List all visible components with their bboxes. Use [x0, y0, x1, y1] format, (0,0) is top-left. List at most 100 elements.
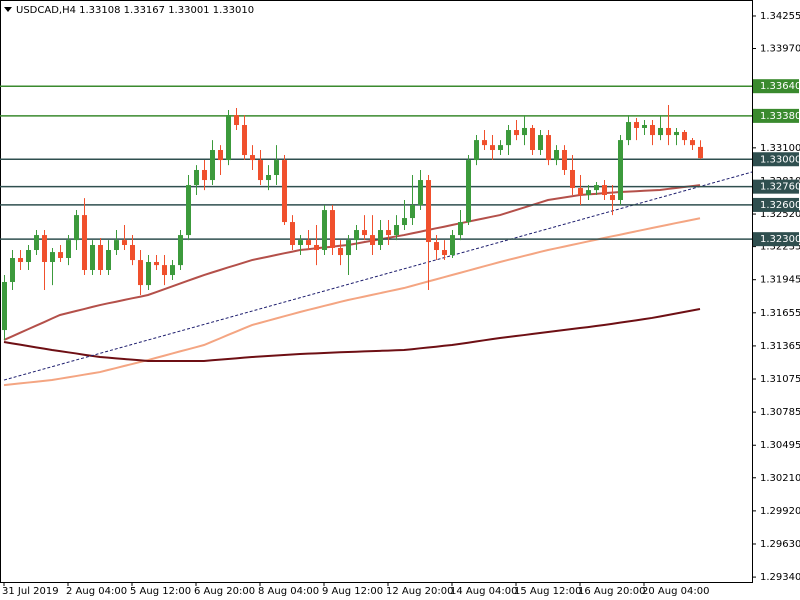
candle-body	[82, 215, 87, 270]
candle-body	[458, 222, 463, 236]
candle-body	[370, 235, 375, 245]
candle-body	[50, 252, 55, 263]
candle-body	[114, 240, 119, 251]
candle-body	[234, 115, 239, 126]
candle-body	[242, 125, 247, 156]
candle-body	[250, 155, 255, 161]
candle-body	[258, 160, 263, 181]
candle-body	[498, 145, 503, 151]
level-label-box	[753, 232, 799, 247]
candle-body	[522, 127, 527, 136]
x-tick-label: 16 Aug 20:00	[578, 586, 645, 597]
x-tick-label: 15 Aug 12:00	[514, 586, 581, 597]
level-label: 1.32760	[760, 182, 800, 193]
candle-body	[634, 122, 639, 128]
candle-body	[386, 230, 391, 236]
candle-body	[2, 281, 7, 331]
plot-frame	[0, 0, 753, 583]
level-label-box	[753, 179, 799, 194]
candle-body	[626, 122, 631, 141]
level-label: 1.32600	[760, 200, 800, 211]
y-tick-label: 1.29630	[760, 539, 800, 550]
candle-body	[666, 127, 671, 136]
candle-body	[562, 150, 567, 170]
candle-body	[18, 258, 23, 263]
candle-body	[362, 230, 367, 236]
candle-body	[570, 169, 575, 189]
candle-body	[402, 218, 407, 226]
y-tick-label: 1.31655	[760, 308, 800, 319]
candle-body	[618, 140, 623, 201]
candle-body	[162, 265, 167, 276]
candle-body	[282, 160, 287, 223]
candle-body	[66, 240, 71, 259]
candle-body	[130, 244, 135, 261]
candle-body	[450, 235, 455, 256]
candle-body	[338, 247, 343, 256]
candle-body	[322, 210, 327, 251]
candle-body	[682, 131, 687, 141]
level-label: 1.33640	[760, 81, 800, 92]
candle-body	[538, 135, 543, 151]
candle-body	[434, 242, 439, 251]
candle-body	[586, 190, 591, 195]
candle-body	[122, 240, 127, 245]
y-tick-label: 1.29920	[760, 506, 800, 517]
candle-body	[306, 240, 311, 245]
y-tick-label: 1.33970	[760, 44, 800, 55]
candle-body	[482, 140, 487, 146]
y-tick-label: 1.30785	[760, 407, 800, 418]
candle-body	[546, 135, 551, 161]
candle-body	[442, 250, 447, 256]
y-tick-label: 1.30210	[760, 473, 800, 484]
x-tick-label: 31 Jul 2019	[2, 586, 59, 597]
candle-body	[266, 175, 271, 181]
x-tick-label: 5 Aug 12:00	[130, 586, 191, 597]
candle-body	[506, 130, 511, 146]
moving-average	[3, 308, 701, 362]
y-tick-label: 1.31945	[760, 275, 800, 286]
candle-body	[698, 146, 703, 159]
y-tick-label: 1.31075	[760, 374, 800, 385]
candle-body	[106, 250, 111, 270]
candle-body	[226, 115, 231, 161]
candle-body	[74, 215, 79, 241]
candle-body	[330, 210, 335, 248]
x-tick-label: 20 Aug 04:00	[642, 586, 709, 597]
title-icon	[4, 7, 12, 12]
x-tick-label: 12 Aug 20:00	[386, 586, 453, 597]
level-label: 1.33000	[760, 154, 800, 165]
moving-average	[3, 184, 701, 341]
candle-body	[202, 169, 207, 181]
candle-body	[10, 258, 15, 282]
candle-body	[690, 140, 695, 146]
candle-body	[474, 140, 479, 161]
candle-body	[290, 222, 295, 245]
candle-body	[154, 262, 159, 266]
level-label: 1.33380	[760, 111, 800, 122]
level-label-box	[753, 152, 799, 167]
candle-body	[138, 260, 143, 286]
moving-average	[3, 217, 701, 387]
candle-body	[658, 127, 663, 136]
candle-body	[418, 180, 423, 206]
candle-body	[170, 265, 175, 276]
candle-body	[642, 125, 647, 128]
candle-body	[466, 160, 471, 223]
level-label: 1.32300	[760, 234, 800, 245]
level-label-box	[753, 108, 799, 123]
candle-body	[146, 262, 151, 286]
x-tick-label: 6 Aug 20:00	[194, 586, 255, 597]
candle-body	[194, 169, 199, 186]
candle-body	[554, 150, 559, 161]
x-tick-label: 14 Aug 04:00	[450, 586, 517, 597]
candle-body	[410, 205, 415, 219]
y-tick-label: 1.32520	[760, 209, 800, 220]
x-tick-label: 8 Aug 04:00	[258, 586, 319, 597]
candle-body	[674, 131, 679, 136]
x-tick-label: 2 Aug 04:00	[66, 586, 127, 597]
candle-body	[578, 188, 583, 195]
candle-body	[650, 125, 655, 136]
